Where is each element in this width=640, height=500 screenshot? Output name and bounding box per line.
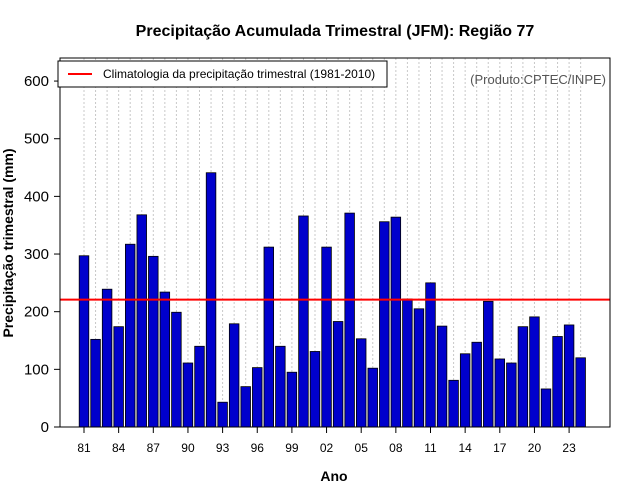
legend: Climatologia da precipitação trimestral … <box>57 60 388 88</box>
x-tick-label: 02 <box>320 441 334 455</box>
y-tick-label: 100 <box>24 361 49 378</box>
y-axis-label: Precipitação trimestral (mm) <box>0 148 16 337</box>
bar-1997 <box>263 246 275 428</box>
bar-2022 <box>552 336 563 428</box>
legend-box <box>57 60 388 88</box>
bar-2023 <box>563 324 575 428</box>
x-tick-label: 05 <box>355 441 369 455</box>
bar-2000 <box>298 215 309 428</box>
x-tick-label: 20 <box>528 441 542 455</box>
y-tick-label: 300 <box>24 246 49 263</box>
bar-2006 <box>367 367 378 428</box>
bar-2019 <box>517 326 529 428</box>
bar-1993 <box>217 401 228 428</box>
bar-1990 <box>182 362 194 428</box>
bar-2014 <box>459 353 471 428</box>
bar-1986 <box>136 214 147 428</box>
bar-1998 <box>275 345 286 428</box>
bar-2003 <box>332 321 344 428</box>
bar-2010 <box>413 308 425 428</box>
x-tick-label: 84 <box>112 441 126 455</box>
bar-2009 <box>402 298 413 428</box>
bar-1996 <box>252 367 263 428</box>
y-tick-label: 500 <box>24 131 49 148</box>
x-tick-label: 08 <box>389 441 403 455</box>
bar-2015 <box>471 341 482 428</box>
bar-1994 <box>228 323 240 428</box>
bar-1987 <box>148 255 159 428</box>
chart-title: Precipitação Acumulada Trimestral (JFM):… <box>136 23 535 40</box>
x-axis-label: Ano <box>320 468 347 484</box>
x-tick-label: 99 <box>285 441 299 455</box>
x-tick-label: 81 <box>77 441 91 455</box>
y-tick-label: 0 <box>41 419 49 436</box>
bar-2018 <box>506 362 517 428</box>
bar-2012 <box>436 325 448 428</box>
x-tick-label: 87 <box>147 441 161 455</box>
bar-1984 <box>113 326 124 428</box>
y-tick-label: 200 <box>24 304 49 321</box>
bar-1982 <box>90 338 101 428</box>
bar-2021 <box>540 388 552 428</box>
x-tick-label: 93 <box>216 441 230 455</box>
x-tick-label: 96 <box>251 441 265 455</box>
bar-1995 <box>240 386 251 428</box>
bar-2004 <box>344 212 355 428</box>
y-tick-label: 400 <box>24 188 49 205</box>
bar-1985 <box>125 243 136 428</box>
product-credit: (Produto:CPTEC/INPE) <box>470 72 606 87</box>
bar-2005 <box>355 338 367 428</box>
bar-2024 <box>575 357 586 428</box>
x-tick-label: 23 <box>562 441 576 455</box>
bar-2008 <box>390 216 402 428</box>
x-tick-label: 14 <box>458 441 472 455</box>
y-axis: 0 100 200 300 400 500 600 <box>24 73 60 436</box>
bar-1999 <box>286 371 298 428</box>
bar-1983 <box>101 288 113 428</box>
x-axis: 81 84 87 90 93 96 99 02 05 08 11 14 17 20 23 <box>77 427 576 455</box>
bar-2013 <box>448 379 459 428</box>
bar-1989 <box>171 311 182 428</box>
x-tick-label: 17 <box>493 441 507 455</box>
plot-frame <box>59 57 611 428</box>
bar-2020 <box>529 316 540 428</box>
bar-2017 <box>494 358 506 428</box>
bar-2016 <box>483 300 494 428</box>
bar-1988 <box>159 291 171 428</box>
bar-1981 <box>78 255 90 428</box>
bar-2007 <box>379 221 390 428</box>
x-tick-label: 11 <box>424 441 437 455</box>
bar-2002 <box>321 246 332 428</box>
bar-2001 <box>309 351 321 428</box>
bar-2011 <box>425 282 436 428</box>
y-tick-label: 600 <box>24 73 49 90</box>
x-tick-label: 90 <box>181 441 195 455</box>
grid-lines <box>83 58 582 427</box>
legend-label: Climatologia da precipitação trimestral … <box>103 67 375 81</box>
bar-1991 <box>194 345 205 428</box>
